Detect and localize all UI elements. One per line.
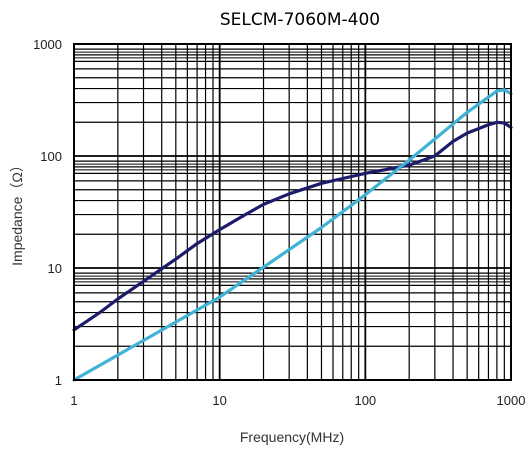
x-tick-label: 1 — [70, 393, 77, 408]
y-tick-label: 100 — [40, 149, 62, 164]
tick-labels: 1 10 100 1000 1 10 100 1000 — [33, 37, 525, 408]
plot-frame — [73, 43, 512, 381]
series-line-2 — [72, 88, 513, 382]
y-tick-label: 10 — [48, 261, 62, 276]
chart-title: SELCM-7060M-400 — [220, 10, 380, 30]
x-axis-label: Frequency(MHz) — [240, 429, 344, 445]
grid — [73, 44, 511, 381]
x-tick-label: 100 — [354, 393, 376, 408]
series-layer — [72, 88, 513, 382]
y-tick-label: 1 — [55, 373, 62, 388]
series-line-1 — [72, 120, 513, 332]
axes — [73, 43, 512, 381]
x-tick-label: 1000 — [497, 393, 526, 408]
y-axis-label: Impedance（Ω） — [9, 158, 25, 266]
y-tick-label: 1000 — [33, 37, 62, 52]
x-tick-label: 10 — [212, 393, 226, 408]
